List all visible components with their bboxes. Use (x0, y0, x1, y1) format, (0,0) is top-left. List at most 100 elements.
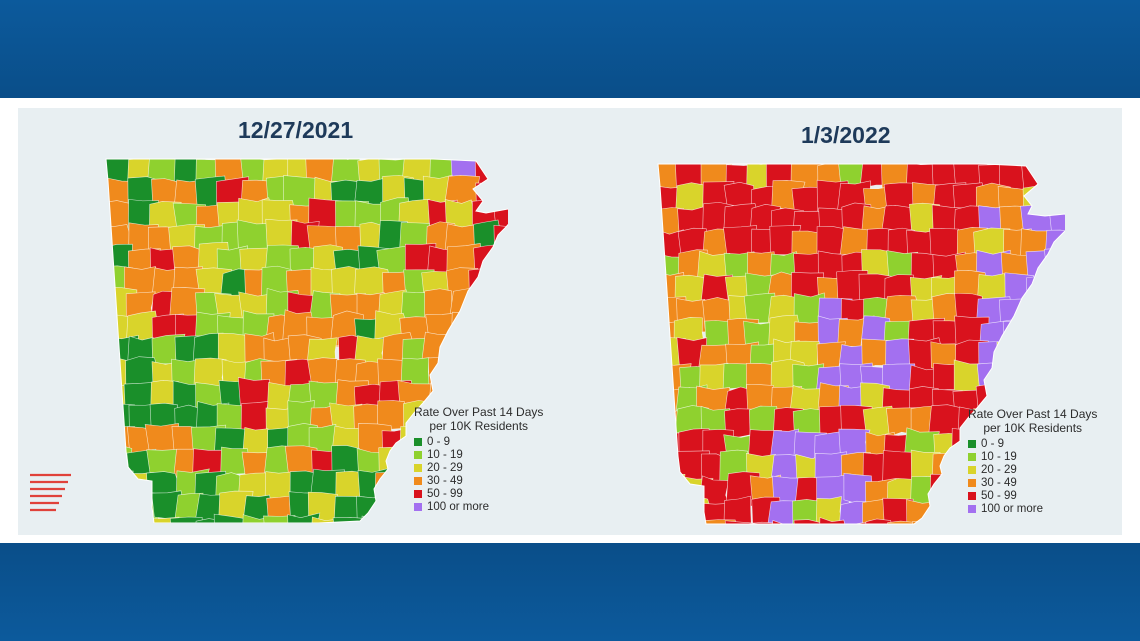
legend-swatch (414, 476, 422, 485)
legend-label: 30 - 49 (981, 476, 1017, 489)
county-region-left (106, 496, 132, 523)
county-region-right (929, 473, 960, 508)
county-region-left (169, 516, 203, 523)
county-region-left (494, 178, 508, 210)
county-region-right (658, 495, 691, 524)
legend-item-right: 30 - 49 (968, 476, 1097, 489)
county-region-left (378, 446, 415, 481)
legend-swatch (414, 463, 422, 472)
legend-item-left: 50 - 99 (414, 487, 543, 500)
county-region-left (494, 517, 508, 523)
legend-swatch (414, 502, 422, 511)
county-region-right (1022, 297, 1057, 330)
county-region-right (1051, 521, 1065, 524)
county-region-right (1026, 319, 1056, 354)
map-title-right: 1/3/2022 (801, 122, 891, 148)
county-region-left (492, 355, 508, 390)
county-region-right (658, 473, 686, 507)
county-region-left (106, 514, 138, 523)
legend-item-left: 10 - 19 (414, 448, 543, 461)
arkansas-county-map-right (657, 163, 1065, 525)
legend-swatch (968, 439, 976, 448)
county-region-left (428, 356, 459, 390)
legend-item-right: 0 - 9 (968, 437, 1097, 450)
county-region-right (724, 520, 759, 524)
county-region-right (1024, 366, 1058, 399)
county-region-left (287, 512, 321, 523)
county-region-left (125, 519, 156, 523)
legend-item-left: 100 or more (414, 500, 543, 513)
legend-swatch (968, 491, 976, 500)
background-top (0, 0, 1140, 98)
legend-label: 100 or more (427, 500, 490, 513)
county-region-right (1047, 180, 1065, 210)
county-region-right (793, 519, 827, 524)
legend-label: 100 or more (981, 502, 1044, 515)
legend-label: 50 - 99 (427, 487, 463, 500)
legend-left: Rate Over Past 14 Days per 10K Residents… (414, 405, 543, 513)
county-region-left (382, 490, 413, 523)
legend-item-right: 20 - 29 (968, 463, 1097, 476)
county-region-left (379, 512, 410, 523)
legend-swatch (414, 450, 422, 459)
legend-label: 30 - 49 (427, 474, 463, 487)
legend-item-right: 50 - 99 (968, 489, 1097, 502)
county-region-right (1023, 523, 1057, 524)
arkansas-county-map-left (105, 158, 508, 523)
county-region-right (979, 519, 1013, 524)
county-region-right (1047, 362, 1065, 396)
county-region-left (403, 514, 434, 523)
county-region-right (1026, 276, 1053, 307)
county-region-left (467, 514, 500, 523)
legend-swatch (414, 489, 422, 498)
county-region-left (421, 514, 453, 523)
legend-title-left: Rate Over Past 14 Days per 10K Residents (414, 405, 544, 433)
county-region-left (332, 517, 365, 523)
county-region-right (658, 520, 690, 524)
image-frame: 12/27/2021 1/3/2022 Rate Over Past 14 Da… (0, 98, 1140, 543)
county-region-left (451, 311, 483, 341)
county-region-right (1047, 298, 1065, 329)
county-region-left (470, 287, 504, 321)
county-region-left (469, 336, 506, 365)
legend-title-right: Rate Over Past 14 Days per 10K Residents (968, 407, 1098, 435)
county-region-right (951, 520, 987, 524)
county-region-left (491, 270, 508, 300)
legend-label: 0 - 9 (981, 437, 1005, 450)
legend-swatch (414, 437, 422, 446)
legend-label: 10 - 19 (427, 448, 463, 461)
county-region-right (1020, 164, 1056, 193)
map-panel: 12/27/2021 1/3/2022 Rate Over Past 14 Da… (18, 108, 1122, 535)
legend-item-left: 20 - 29 (414, 461, 543, 474)
county-region-right (1041, 164, 1065, 193)
legend-swatch (968, 504, 976, 513)
county-region-right (1043, 339, 1065, 374)
county-region-left (493, 286, 508, 318)
county-region-left (445, 514, 478, 523)
county-region-right (886, 520, 918, 524)
legend-label: 10 - 19 (981, 450, 1017, 463)
county-region-left (494, 337, 508, 365)
legend-label: 0 - 9 (427, 435, 451, 448)
county-region-left (496, 159, 508, 188)
county-region-left (496, 311, 508, 342)
legend-item-right: 100 or more (968, 502, 1097, 515)
legend-swatch (968, 465, 976, 474)
county-region-right (997, 519, 1033, 524)
legend-label: 50 - 99 (981, 489, 1017, 502)
county-region-right (703, 519, 738, 524)
county-region-right (749, 521, 779, 524)
county-region-left (448, 336, 484, 369)
county-region-right (1044, 229, 1065, 264)
county-region-left (468, 356, 502, 390)
county-region-left (146, 516, 180, 523)
county-region-right (818, 517, 848, 524)
legend-swatch (968, 452, 976, 461)
legend-right: Rate Over Past 14 Days per 10K Residents… (968, 407, 1097, 515)
county-region-left (493, 224, 508, 262)
county-region-right (935, 499, 967, 524)
county-region-right (930, 519, 964, 524)
county-region-right (1045, 272, 1065, 306)
county-region-left (468, 268, 502, 304)
legend-item-left: 0 - 9 (414, 435, 543, 448)
